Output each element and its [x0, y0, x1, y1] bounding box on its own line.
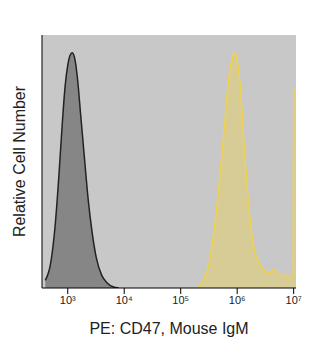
svg-text:Relative Cell Number: Relative Cell Number — [11, 85, 28, 237]
svg-text:10⁷: 10⁷ — [286, 294, 302, 306]
svg-text:PE: CD47, Mouse IgM: PE: CD47, Mouse IgM — [89, 320, 248, 337]
svg-text:10⁵: 10⁵ — [172, 294, 189, 306]
svg-text:10⁶: 10⁶ — [229, 294, 246, 306]
svg-text:10⁴: 10⁴ — [116, 294, 133, 306]
svg-text:10³: 10³ — [60, 294, 76, 306]
